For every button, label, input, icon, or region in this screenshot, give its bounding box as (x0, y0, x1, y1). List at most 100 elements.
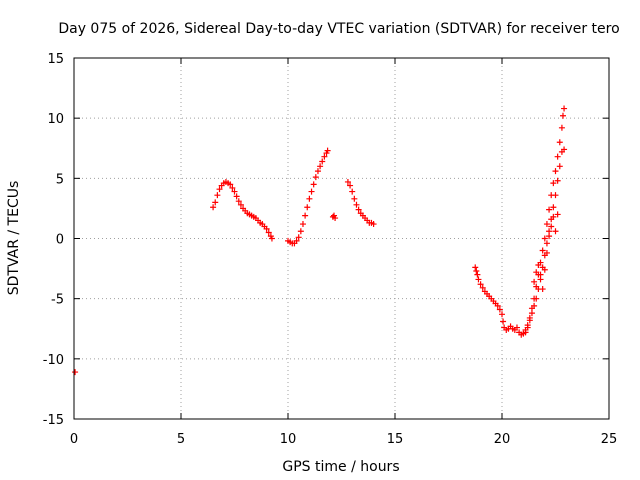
data-point (231, 188, 238, 195)
data-point (308, 188, 315, 195)
y-tick-label: 15 (47, 52, 64, 67)
data-point (543, 240, 550, 247)
data-point (531, 302, 538, 309)
data-point (297, 228, 304, 235)
data-point (214, 192, 221, 199)
data-point (522, 329, 529, 336)
data-point (310, 181, 317, 188)
data-point (528, 310, 535, 317)
data-point (237, 201, 244, 208)
data-point (216, 186, 223, 193)
data-point (370, 221, 377, 228)
x-tick-label: 10 (280, 432, 297, 447)
data-point (552, 192, 559, 199)
data-point (550, 213, 557, 220)
data-point (500, 318, 507, 325)
data-point (533, 269, 540, 276)
data-point (559, 112, 566, 119)
y-tick-label: -10 (43, 353, 64, 368)
data-point (344, 178, 351, 185)
y-tick-label: 0 (56, 233, 64, 248)
data-point (524, 324, 531, 331)
data-point (319, 158, 326, 165)
y-axis-title: SDTVAR / TECUs (6, 181, 22, 296)
x-tick-label: 5 (177, 432, 185, 447)
data-point (265, 229, 272, 236)
axis-ticks: 0 5 10 15 20 25 -15 -10 -5 0 5 10 15 (43, 52, 618, 447)
data-point (299, 221, 306, 228)
data-point (554, 211, 561, 218)
grid (74, 58, 609, 419)
data-point (552, 228, 559, 235)
data-point (353, 201, 360, 208)
data-point (539, 286, 546, 293)
data-point (233, 193, 240, 200)
data-point (556, 163, 563, 170)
data-point (306, 195, 313, 202)
data-point (332, 215, 339, 222)
data-point (558, 124, 565, 131)
data-point (479, 284, 486, 291)
data-point (561, 105, 568, 112)
data-point (474, 271, 481, 278)
data-point (494, 302, 501, 309)
data-point (541, 235, 548, 242)
data-point (473, 267, 480, 274)
chart-title: Day 075 of 2026, Sidereal Day-to-day VTE… (58, 21, 619, 37)
data-point (293, 237, 300, 244)
data-point (543, 221, 550, 228)
y-tick-label: -15 (43, 413, 64, 428)
data-point (475, 276, 482, 283)
data-point (543, 249, 550, 256)
data-point (477, 281, 484, 288)
data-point (347, 182, 354, 189)
data-point (550, 180, 557, 187)
data-point (554, 153, 561, 160)
y-tick-label: -5 (51, 293, 64, 308)
x-tick-label: 15 (387, 432, 404, 447)
data-point (351, 195, 358, 202)
data-point (227, 181, 234, 188)
data-point (541, 266, 548, 273)
data-marks (72, 105, 568, 376)
data-point (554, 177, 561, 184)
x-axis-title: GPS time / hours (282, 459, 399, 475)
data-point (552, 168, 559, 175)
data-point (561, 146, 568, 153)
data-point (531, 278, 538, 285)
data-point (349, 188, 356, 195)
data-point (72, 369, 79, 376)
data-point (496, 306, 503, 313)
data-point (548, 223, 555, 230)
data-point (355, 206, 362, 213)
data-point (546, 233, 553, 240)
data-point (314, 168, 321, 175)
data-point (263, 225, 270, 232)
data-point (546, 206, 553, 213)
y-tick-label: 10 (47, 112, 64, 127)
data-point (513, 324, 520, 331)
data-point (535, 261, 542, 268)
data-point (268, 235, 275, 242)
plot-frame (73, 57, 610, 420)
data-point (472, 264, 479, 271)
data-point (526, 317, 533, 324)
data-point (295, 234, 302, 241)
data-point (235, 198, 242, 205)
data-point (317, 163, 324, 170)
data-point (302, 212, 309, 219)
x-tick-label: 0 (70, 432, 78, 447)
data-point (304, 204, 311, 211)
data-point (321, 153, 328, 160)
x-tick-label: 20 (494, 432, 511, 447)
data-point (210, 204, 217, 211)
data-point (324, 147, 331, 154)
data-point (499, 311, 505, 318)
data-point (556, 139, 563, 146)
data-point (550, 204, 557, 211)
y-tick-label: 5 (56, 172, 64, 187)
x-tick-label: 25 (601, 432, 618, 447)
data-point (533, 295, 540, 302)
data-point (539, 247, 546, 254)
